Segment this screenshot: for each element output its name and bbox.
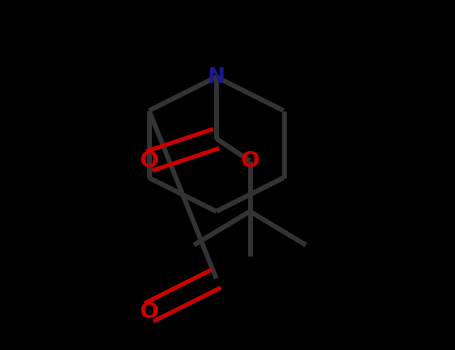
Text: N: N — [207, 67, 225, 87]
Text: O: O — [240, 151, 259, 171]
Text: O: O — [140, 151, 159, 171]
Text: O: O — [140, 302, 159, 322]
